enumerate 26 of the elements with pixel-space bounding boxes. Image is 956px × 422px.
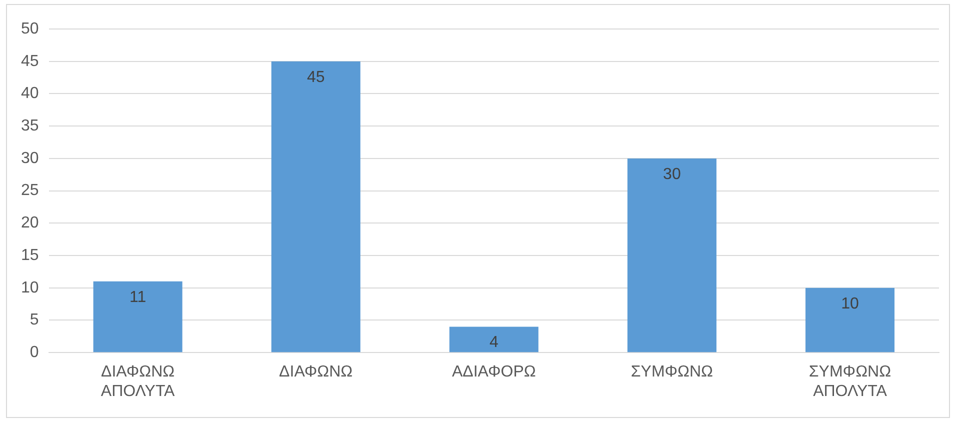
y-tick-label: 50 [21,20,39,38]
x-tick-label: ΣΥΜΦΩΝΩ ΑΠΟΛΥΤΑ [808,364,892,400]
y-tick-label: 40 [21,85,39,102]
x-tick-label: ΔΙΑΦΩΝΩ ΑΠΟΛΥΤΑ [100,364,176,400]
data-label: 45 [306,68,325,86]
x-tick-label: ΑΔΙΑΦΟΡΩ [452,364,536,381]
data-label: 30 [663,166,681,183]
bar [805,288,894,352]
y-tick-label: 25 [21,182,39,200]
y-tick-label: 15 [21,246,39,264]
y-tick-label: 30 [21,150,39,167]
x-tick-label: ΔΙΑΦΩΝΩ [279,364,353,381]
bar [271,61,360,352]
data-label: 4 [489,334,498,352]
y-tick-label: 35 [21,117,39,134]
x-tick-label: ΣΥΜΦΩΝΩ [630,364,714,381]
data-label: 11 [130,288,146,306]
y-tick-label: 20 [21,214,39,232]
y-tick-label: 5 [30,312,39,329]
bar [449,326,538,352]
y-tick-label: 45 [21,52,39,70]
y-tick-label: 0 [30,344,39,362]
bar [93,281,182,352]
data-label: 10 [841,295,859,312]
bar [627,158,716,352]
y-tick-label: 10 [21,279,39,296]
